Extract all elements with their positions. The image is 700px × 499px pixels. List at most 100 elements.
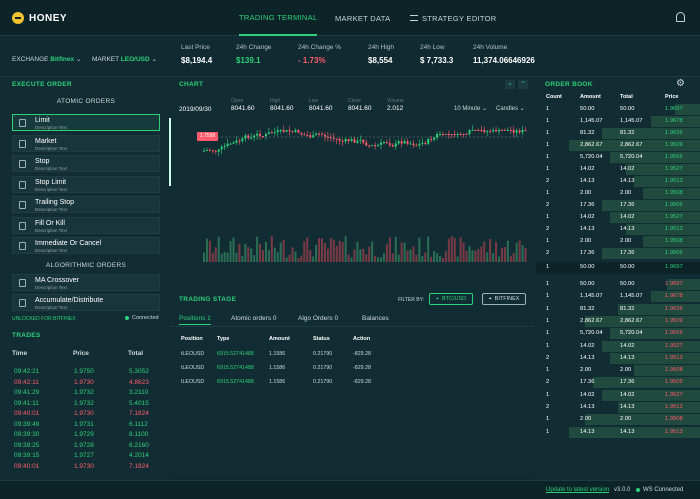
order-type-1[interactable]: Market Description Text <box>12 134 160 152</box>
candle <box>329 133 332 142</box>
ob-row[interactable]: 1 2,862.67 2,862.67 1.9509 <box>536 140 700 151</box>
stage-cell-position: tLEOUSD <box>181 365 205 371</box>
ticker-value: 11,374.06646926 <box>473 56 535 65</box>
candle <box>279 129 282 134</box>
update-link[interactable]: Update to latest version <box>546 487 610 493</box>
nav-market-data[interactable]: MARKET DATA <box>335 13 391 23</box>
logo[interactable]: HONEY <box>12 12 67 24</box>
exchange-value: Bitfinex <box>50 56 75 63</box>
style-select[interactable]: Candles ⌄ <box>496 106 525 112</box>
ob-cell-count: 2 <box>546 354 550 361</box>
stage-cell-amount: 1.1586 <box>269 365 286 371</box>
candle <box>418 139 421 150</box>
ticker-value: $139.1 <box>236 56 261 65</box>
order-type-5[interactable]: Fill Or Kill Description Text <box>12 216 160 234</box>
stage-tab-2[interactable]: Algo Orders 0 <box>298 315 339 322</box>
candle <box>223 143 226 151</box>
volume-bar <box>294 251 297 262</box>
ob-row[interactable]: 1 14.13 14.13 1.9513 <box>536 426 700 438</box>
order-type-0[interactable]: Limit Description Text <box>12 114 160 131</box>
nav-strategy-label: STRATEGY EDITOR <box>422 13 497 23</box>
volume-bar <box>241 256 244 262</box>
chevron-up-icon[interactable]: ⌃ <box>518 80 528 89</box>
ob-row[interactable]: 1 50.00 50.00 1.9697 <box>536 104 700 115</box>
market-select[interactable]: MARKET LEO/USD ⌄ <box>92 55 157 63</box>
position-row[interactable]: tLEOUSD 6915.52741488 1.1586 0.21790 -829.28 <box>169 365 535 375</box>
ob-row[interactable]: 1 2.00 2.00 1.9508 <box>536 188 700 199</box>
gear-icon[interactable]: ⚙ <box>676 78 685 89</box>
stage-tab-1[interactable]: Atomic orders 0 <box>231 315 277 322</box>
filter-icon: ⌖ <box>435 295 439 302</box>
trade-price: 1.9727 <box>74 452 94 459</box>
candle <box>444 133 447 135</box>
ob-cell-count: 1 <box>546 166 550 172</box>
stage-cell-type: 6915.52741488 <box>217 351 254 357</box>
candle <box>335 138 338 144</box>
interval-select[interactable]: 10 Minute ⌄ <box>454 106 488 112</box>
ob-row[interactable]: 1 81.32 81.32 1.9635 <box>536 303 700 315</box>
ob-row[interactable]: 1 2,862.67 2,862.67 1.9509 <box>536 315 700 327</box>
ob-cell-price: 1.9505 <box>665 250 683 256</box>
ob-row[interactable]: 1 14.02 14.02 1.9527 <box>536 164 700 175</box>
stage-cell-action: -829.28 <box>353 365 371 371</box>
execute-order-title: EXECUTE ORDER <box>12 81 72 88</box>
ob-row[interactable]: 1 5,720.04 5,720.04 1.9555 <box>536 328 700 340</box>
ob-row[interactable]: 2 17.36 17.36 1.9505 <box>536 248 700 259</box>
ob-row[interactable]: 1 14.02 14.02 1.9527 <box>536 212 700 223</box>
order-type-2[interactable]: Stop Description Text <box>12 155 160 172</box>
position-row[interactable]: tLEOUSD 6915.52741488 1.1586 0.21790 -829.28 <box>169 379 535 389</box>
trade-time: 09:42:21 <box>14 368 40 375</box>
ob-row[interactable]: 2 14.13 14.13 1.9513 <box>536 402 700 413</box>
ob-row[interactable]: 1 5,720.04 5,720.04 1.9555 <box>536 152 700 163</box>
top-bar: HONEY TRADING TERMINAL MARKET DATA STRAT… <box>0 0 700 36</box>
candle <box>217 149 220 157</box>
trade-total: 7.1824 <box>129 410 149 417</box>
candle <box>362 138 365 145</box>
volume-bar <box>211 252 214 262</box>
ticker-label: 24h Volume <box>473 44 508 51</box>
ob-row[interactable]: 2 14.13 14.13 1.9513 <box>536 224 700 235</box>
nav-trading-terminal[interactable]: TRADING TERMINAL <box>239 0 318 36</box>
algo-order-0[interactable]: MA Crossover Description Text <box>12 274 160 291</box>
volume-bar <box>456 256 459 262</box>
candle <box>415 143 418 147</box>
chevron-down-icon[interactable]: ⌄ <box>505 80 515 89</box>
exchange-select[interactable]: EXCHANGE Bitfinex ⌄ <box>12 55 81 63</box>
ob-row[interactable]: 1 14.02 14.02 1.9527 <box>536 340 700 352</box>
order-type-6[interactable]: Immediate Or Cancel Description Text <box>12 237 160 254</box>
candle <box>273 127 276 136</box>
ob-cell-price: 1.9509 <box>665 317 683 324</box>
ob-row[interactable]: 1 14.02 14.02 1.9527 <box>536 389 700 401</box>
depth-bar <box>568 140 700 151</box>
position-row[interactable]: tLEOUSD 6915.52741488 1.1586 0.21790 -829.28 <box>169 351 535 361</box>
filter-bitfinex-button[interactable]: ⌖ BITFINEX <box>482 293 526 305</box>
order-type-3[interactable]: Stop Limit Description Text <box>12 175 160 193</box>
candlestick-chart[interactable] <box>169 116 535 281</box>
ob-row[interactable]: 1 2.00 2.00 1.9508 <box>536 365 700 377</box>
filter-btcusd-button[interactable]: ⌖ BTC/USD <box>429 293 473 305</box>
ob-header: Amount <box>580 94 601 100</box>
candle <box>220 144 223 155</box>
stage-header: Type <box>217 336 230 342</box>
ob-row[interactable]: 2 17.36 17.36 1.9505 <box>536 200 700 211</box>
algo-order-1[interactable]: Accumulate/Distribute Description Text <box>12 294 160 311</box>
ob-cell-amount: 5,720.04 <box>580 154 603 160</box>
ob-row[interactable]: 1 81.32 81.32 1.9635 <box>536 128 700 139</box>
ob-cell-price: 1.9527 <box>665 391 683 398</box>
ob-row[interactable]: 2 14.13 14.13 1.9513 <box>536 352 700 364</box>
volume-bar <box>515 242 518 262</box>
ob-row[interactable]: 1 50.00 50.00 1.9697 <box>536 262 700 273</box>
ob-row[interactable]: 1 2.00 2.00 1.9508 <box>536 414 700 426</box>
stage-tab-3[interactable]: Balances <box>362 315 389 322</box>
order-type-4[interactable]: Trailing Stop Description Text <box>12 196 160 213</box>
ob-row[interactable]: 1 1,145.07 1,145.07 1.9678 <box>536 291 700 303</box>
ob-row[interactable]: 1 1,145.07 1,145.07 1.9678 <box>536 116 700 127</box>
ob-cell-count: 2 <box>546 250 550 256</box>
ob-row[interactable]: 1 2.00 2.00 1.9508 <box>536 236 700 247</box>
bell-icon[interactable] <box>676 12 685 22</box>
ob-row[interactable]: 2 17.36 17.36 1.9505 <box>536 377 700 389</box>
ob-row[interactable]: 1 50.00 50.00 1.9697 <box>536 279 700 290</box>
stage-tab-0[interactable]: Positions 1 <box>179 315 211 325</box>
nav-strategy-editor[interactable]: STRATEGY EDITOR <box>410 0 497 36</box>
ob-row[interactable]: 2 14.13 14.13 1.9513 <box>536 176 700 187</box>
